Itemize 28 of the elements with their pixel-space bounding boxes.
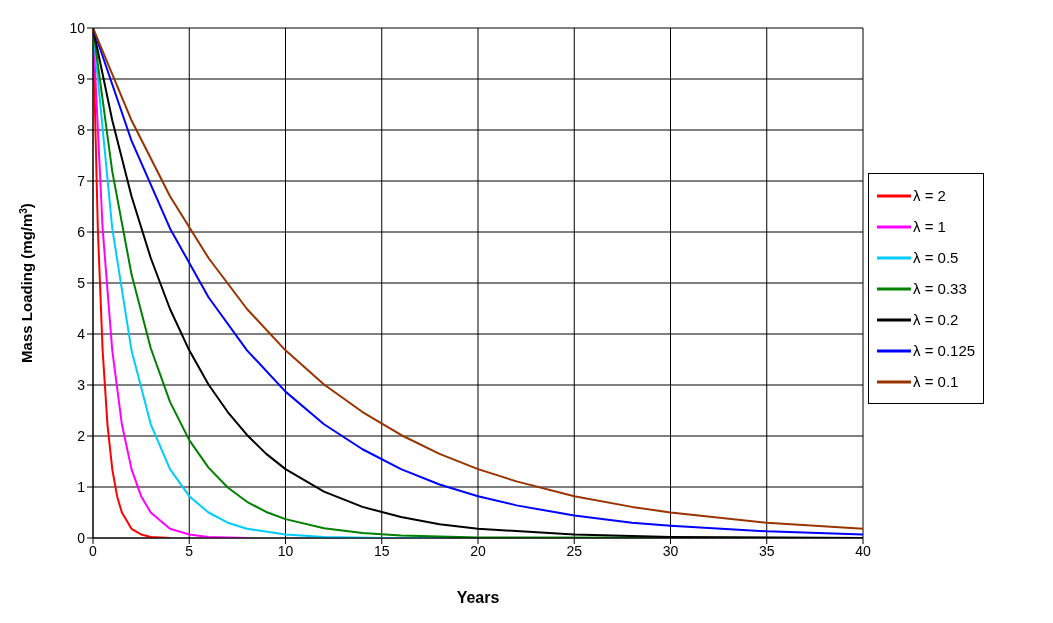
x-tick-label: 20 (470, 542, 486, 559)
x-tick-label: 10 (277, 542, 294, 559)
legend-label: λ = 0.33 (913, 280, 967, 297)
y-tick-label: 5 (77, 274, 86, 291)
y-tick-label: 1 (77, 478, 86, 495)
legend-label: λ = 2 (913, 187, 946, 204)
x-tick-label: 0 (89, 542, 98, 559)
y-tick-label: 2 (77, 427, 86, 444)
legend-label: λ = 0.1 (913, 373, 959, 390)
y-tick-label: 8 (77, 121, 86, 138)
legend-label: λ = 0.125 (913, 342, 976, 359)
y-tick-label: 3 (77, 376, 86, 393)
x-tick-label: 25 (566, 542, 583, 559)
y-tick-label: 6 (77, 223, 86, 240)
x-axis-title: Years (456, 589, 500, 606)
x-tick-label: 15 (373, 542, 390, 559)
x-tick-label: 30 (662, 542, 679, 559)
y-tick-label: 10 (69, 19, 86, 36)
x-tick-label: 5 (185, 542, 194, 559)
y-tick-label: 0 (77, 529, 86, 546)
legend-label: λ = 1 (913, 218, 946, 235)
y-tick-label: 9 (77, 70, 86, 87)
y-tick-label: 7 (77, 172, 86, 189)
legend-label: λ = 0.5 (913, 249, 959, 266)
legend-label: λ = 0.2 (913, 311, 959, 328)
x-tick-label: 40 (855, 542, 871, 559)
x-tick-label: 35 (758, 542, 775, 559)
y-tick-label: 4 (77, 325, 86, 342)
